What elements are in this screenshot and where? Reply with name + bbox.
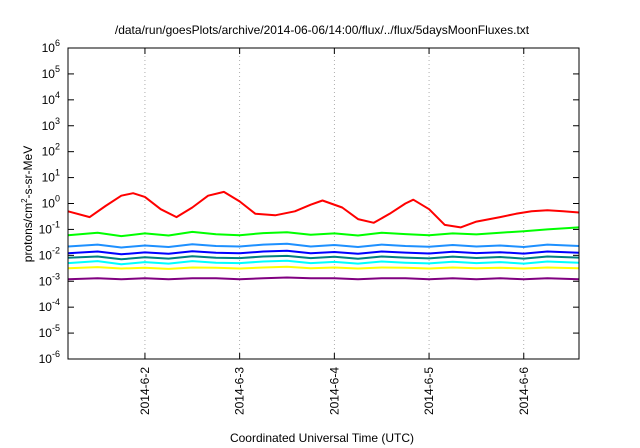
series-line <box>67 242 580 249</box>
chart-title: /data/run/goesPlots/archive/2014-06-06/1… <box>115 23 530 37</box>
series-line <box>67 259 580 266</box>
y-tick-label: 10-3 <box>39 271 60 288</box>
y-tick-label: 10-2 <box>39 245 60 262</box>
y-tick-label: 10-5 <box>39 323 60 340</box>
x-tick-label: 2014-6-3 <box>233 367 247 415</box>
x-tick-label: 2014-6-2 <box>138 367 152 415</box>
grid-lines <box>144 48 525 359</box>
x-tick-label: 2014-6-6 <box>517 367 531 415</box>
y-tick-label: 104 <box>42 90 60 107</box>
y-tick-label: 10-6 <box>39 349 60 366</box>
series-line <box>67 226 580 238</box>
data-series <box>67 190 580 281</box>
y-tick-label: 106 <box>42 38 60 55</box>
series-line <box>67 265 580 270</box>
x-tick-label: 2014-6-5 <box>422 367 436 415</box>
x-axis: 2014-6-2 2014-6-3 2014-6-4 2014-6-5 2014-6-6 <box>138 48 531 415</box>
series-line <box>67 276 580 281</box>
y-axis: 10-6 10-5 10-4 10-3 10-2 10-1 100 101 102 103 104 1… <box>39 38 579 366</box>
x-axis-label: Coordinated Universal Time (UTC) <box>230 431 414 445</box>
series-line <box>67 254 580 261</box>
y-tick-label: 102 <box>42 142 60 159</box>
series-line <box>67 190 580 229</box>
series-line <box>67 249 580 256</box>
y-tick-label: 103 <box>42 116 60 133</box>
y-tick-label: 100 <box>42 194 60 211</box>
y-tick-label: 101 <box>42 168 60 185</box>
y-tick-label: 105 <box>42 64 60 81</box>
y-tick-label: 10-4 <box>39 297 60 314</box>
y-axis-label: protons/cm2-s-sr-MeV <box>20 146 35 262</box>
x-tick-label: 2014-6-4 <box>327 367 341 415</box>
y-tick-label: 10-1 <box>39 219 60 236</box>
